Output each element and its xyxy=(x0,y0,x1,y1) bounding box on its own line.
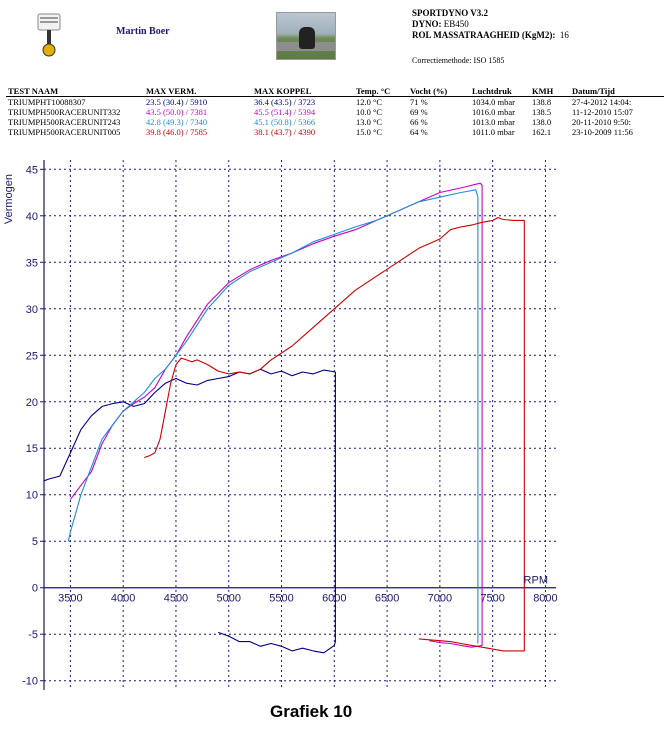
x-tick-label: 8000 xyxy=(533,593,557,605)
y-tick-label: -5 xyxy=(28,629,38,641)
cell-verm: 39.8 (46.0) / 7585 xyxy=(146,127,208,137)
cell-koppel: 45.5 (51.4) / 5394 xyxy=(254,107,316,117)
col-vocht: Vocht (%) xyxy=(408,86,470,97)
cell-name: TRIUMPH500RACERUNIT005 xyxy=(8,127,121,137)
cell-temp: 10.0 °C xyxy=(356,107,383,117)
inertia-label: ROL MASSATRAAGHEID (KgM2): xyxy=(412,30,556,40)
y-tick-label: -10 xyxy=(22,676,38,688)
y-axis-label: Vermogen xyxy=(3,174,15,224)
dyno-label: DYNO: xyxy=(412,19,442,29)
col-luchtdruk: Luchtdruk xyxy=(470,86,530,97)
col-max-verm: MAX VERM. xyxy=(144,86,252,97)
correction-method: Correctiemethode: ISO 1585 xyxy=(412,56,505,65)
y-tick-label: 10 xyxy=(26,490,38,502)
cell-koppel: 36.4 (43.5) / 3723 xyxy=(254,97,316,107)
series-line-triumph500racerunit005 xyxy=(144,217,525,652)
y-tick-label: 35 xyxy=(26,257,38,269)
cell-datum: 23-10-2009 11:56 xyxy=(572,127,633,137)
results-table: TEST NAAM MAX VERM. MAX KOPPEL Temp. °C … xyxy=(6,86,664,137)
inertia-value: 16 xyxy=(559,30,569,40)
cell-temp: 12.0 °C xyxy=(356,97,383,107)
cell-koppel: 38.1 (43.7) / 4390 xyxy=(254,127,316,137)
y-tick-label: 45 xyxy=(26,164,38,176)
x-tick-label: 5500 xyxy=(269,593,293,605)
dyno-value: EB450 xyxy=(443,19,469,29)
y-tick-label: 0 xyxy=(32,583,38,595)
cell-druk: 1034.0 mbar xyxy=(472,97,515,107)
cell-verm: 43.5 (50.0) / 7381 xyxy=(146,107,208,117)
col-kmh: KMH xyxy=(530,86,570,97)
series-line-triumph500racerunit332 xyxy=(69,182,483,648)
cell-name: TRIUMPH500RACERUNIT243 xyxy=(8,117,121,127)
cell-datum: 11-12-2010 15:07 xyxy=(572,107,633,117)
chart-caption: Grafiek 10 xyxy=(270,702,353,721)
y-tick-label: 30 xyxy=(26,304,38,316)
table-row: TRIUMPHT10088307 23.5 (30.4) / 5910 36.4… xyxy=(6,97,664,108)
y-tick-label: 5 xyxy=(32,536,38,548)
x-tick-label: 4500 xyxy=(164,593,188,605)
series-line-triumph500racerunit243 xyxy=(67,189,479,644)
table-row: TRIUMPH500RACERUNIT005 39.8 (46.0) / 758… xyxy=(6,127,664,137)
table-row: TRIUMPH500RACERUNIT332 43.5 (50.0) / 738… xyxy=(6,107,664,117)
power-chart: 3500 4000 4500 5000 5500 6000 6500 7000 7500 8000… xyxy=(3,160,558,690)
x-tick-label: 4000 xyxy=(111,593,135,605)
chart-labels: 3500 4000 4500 5000 5500 6000 6500 7000 7500 8000… xyxy=(3,164,558,687)
user-name: Martin Boer xyxy=(116,26,170,37)
x-tick-label: 6000 xyxy=(322,593,346,605)
chart-axes xyxy=(40,160,556,690)
series-line-triumpht10088307 xyxy=(43,368,336,654)
y-tick-label: 20 xyxy=(26,397,38,409)
col-datum: Datum/Tijd xyxy=(570,86,664,97)
x-axis-label: RPM xyxy=(524,575,548,587)
cell-datum: 27-4-2012 14:04: xyxy=(572,97,632,107)
cell-verm: 42.8 (49.3) / 7340 xyxy=(146,117,208,127)
x-tick-label: 5000 xyxy=(217,593,241,605)
cell-druk: 1011.0 mbar xyxy=(472,127,515,137)
y-tick-label: 15 xyxy=(26,443,38,455)
cell-verm: 23.5 (30.4) / 5910 xyxy=(146,97,208,107)
cell-name: TRIUMPH500RACERUNIT332 xyxy=(8,107,121,117)
cell-druk: 1016.0 mbar xyxy=(472,107,515,117)
chart-series xyxy=(43,182,525,654)
y-tick-label: 40 xyxy=(26,211,38,223)
chart-grid xyxy=(44,160,556,690)
cell-druk: 1013.0 mbar xyxy=(472,117,515,127)
x-tick-label: 7500 xyxy=(480,593,504,605)
y-tick-label: 25 xyxy=(26,350,38,362)
cell-vocht: 71 % xyxy=(410,97,428,107)
cell-kmh: 138.0 xyxy=(532,117,552,127)
x-tick-label: 6500 xyxy=(375,593,399,605)
col-temp: Temp. °C xyxy=(354,86,408,97)
table-row: TRIUMPH500RACERUNIT243 42.8 (49.3) / 734… xyxy=(6,117,664,127)
cell-vocht: 64 % xyxy=(410,127,428,137)
cell-koppel: 45.1 (50.8) / 5366 xyxy=(254,117,316,127)
table-header: TEST NAAM MAX VERM. MAX KOPPEL Temp. °C … xyxy=(6,86,664,97)
cell-datum: 20-11-2010 9:50: xyxy=(572,117,631,127)
cell-name: TRIUMPHT10088307 xyxy=(8,97,86,107)
motorcycle-photo xyxy=(276,12,336,60)
col-test-naam: TEST NAAM xyxy=(6,86,144,97)
app-title: SPORTDYNO V3.2 xyxy=(412,8,489,18)
cell-temp: 15.0 °C xyxy=(356,127,383,137)
cell-kmh: 138.5 xyxy=(532,107,552,117)
cell-kmh: 138.8 xyxy=(532,97,552,107)
cell-vocht: 69 % xyxy=(410,107,428,117)
x-tick-label: 3500 xyxy=(58,593,82,605)
cell-temp: 13.0 °C xyxy=(356,117,383,127)
col-max-koppel: MAX KOPPEL xyxy=(252,86,354,97)
cell-kmh: 162.1 xyxy=(532,127,552,137)
cell-vocht: 66 % xyxy=(410,117,428,127)
x-tick-label: 7000 xyxy=(428,593,452,605)
piston-logo-icon xyxy=(37,13,61,57)
dyno-info: SPORTDYNO V3.2 DYNO: EB450 ROL MASSATRAA… xyxy=(412,8,569,41)
